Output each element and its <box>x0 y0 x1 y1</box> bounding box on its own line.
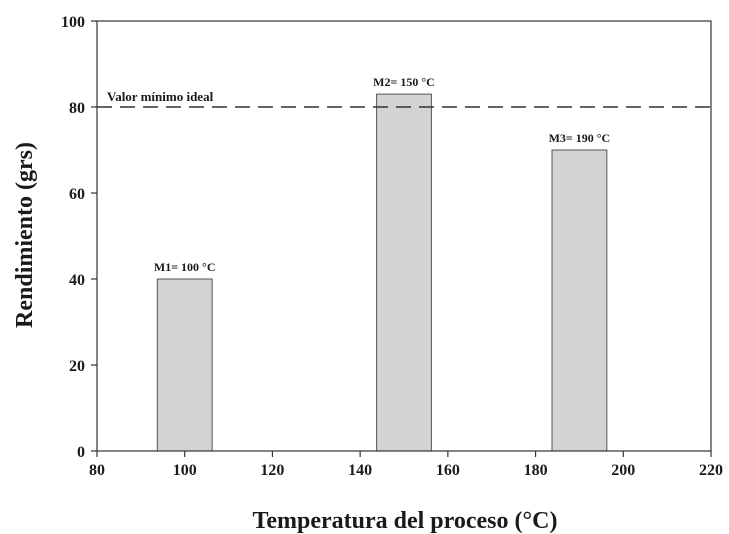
y-tick-label-80: 80 <box>69 100 85 117</box>
x-tick-label-80: 80 <box>89 462 105 479</box>
x-tick-label-160: 160 <box>436 462 460 479</box>
x-tick-label-100: 100 <box>173 462 197 479</box>
axes-layer: 80 100 120 140 160 180 200 220 0 20 40 60 80 100 <box>61 14 723 479</box>
x-tick-label-120: 120 <box>260 462 284 479</box>
bar-label-2: M2= 150 °C <box>373 75 435 89</box>
y-axis-title: Rendimiento (grs) <box>12 142 38 328</box>
bar-label-3: M3= 190 °C <box>549 131 611 145</box>
labels-layer: M1= 100 °C M2= 150 °C M3= 190 °C Valor míni… <box>107 75 610 274</box>
y-tick-label-40: 40 <box>69 272 85 289</box>
y-tick-label-0: 0 <box>77 444 85 461</box>
x-axis-title: Temperatura del proceso (°C) <box>253 508 558 534</box>
bars-layer <box>156 93 608 452</box>
plot-frame <box>96 20 712 452</box>
bar-2 <box>376 93 432 452</box>
x-tick-label-140: 140 <box>348 462 372 479</box>
x-tick-label-180: 180 <box>524 462 548 479</box>
bar-1 <box>156 278 213 452</box>
x-tick-label-200: 200 <box>611 462 635 479</box>
bar-label-1: M1= 100 °C <box>154 260 216 274</box>
reference-line-label: Valor mínimo ideal <box>107 89 214 104</box>
y-tick-label-20: 20 <box>69 358 85 375</box>
y-tick-label-100: 100 <box>61 14 85 31</box>
bar-3 <box>551 149 608 452</box>
x-tick-label-220: 220 <box>699 462 723 479</box>
y-tick-label-60: 60 <box>69 186 85 203</box>
